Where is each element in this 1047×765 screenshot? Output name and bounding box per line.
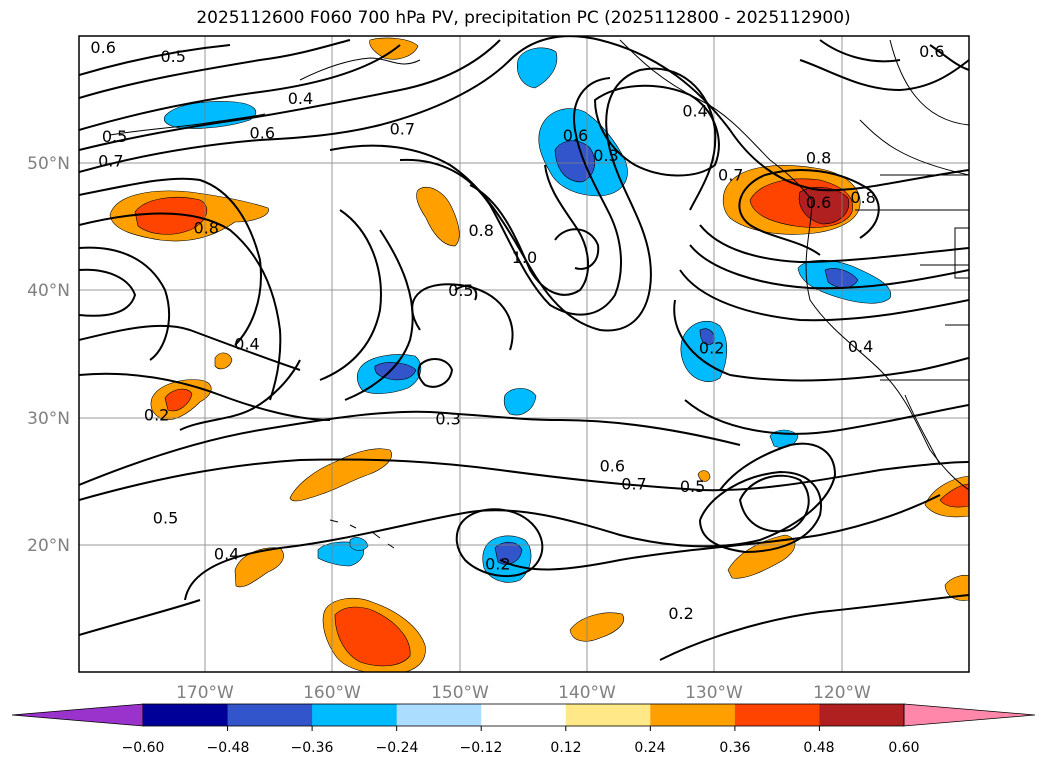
contour-label: 0.7 [98, 151, 123, 170]
colorbar-tick-label: −0.36 [291, 740, 334, 756]
precip-positive-areas [109, 37, 969, 672]
colorbar-tick-label: −0.24 [376, 740, 419, 756]
contour-label: 0.7 [718, 165, 743, 184]
map-content: 0.6 0.50.40.5 0.60.71.00.7 0.60.30.40.80.60… [79, 36, 969, 672]
contour-label: 0.7 [621, 474, 646, 493]
contour-label: 0.3 [435, 409, 460, 428]
contour-label: 0.6 [600, 457, 625, 476]
colorbar-segment [396, 704, 482, 726]
contour-label: 0.2 [485, 554, 510, 573]
colorbar-segment [312, 704, 398, 726]
lon-tick-labels: 170°W 160°W 150°W 140°W 130°W 120°W [176, 683, 871, 703]
map-background [79, 36, 969, 672]
contour-label: 0.8 [194, 219, 219, 238]
lat-tick-label: 20°N [27, 536, 70, 556]
contour-label: 0.5 [448, 281, 473, 300]
contour-label: 0.5 [102, 127, 127, 146]
contour-label: 0.4 [288, 89, 313, 108]
colorbar-tick-label: 0.48 [803, 740, 834, 756]
lon-tick-label: 120°W [813, 683, 871, 703]
contour-label: 0.8 [469, 221, 494, 240]
map-frame [78, 35, 970, 673]
colorbar-segment [565, 704, 651, 726]
lon-tick-label: 160°W [303, 683, 361, 703]
lon-tick-label: 140°W [558, 683, 616, 703]
colorbar [11, 703, 1036, 731]
colorbar-segment [227, 704, 313, 726]
contour-label: 0.6 [563, 126, 588, 145]
contour-label: 0.5 [160, 47, 185, 66]
colorbar-tick-label: −0.12 [460, 740, 503, 756]
contour-label: 0.2 [699, 338, 724, 357]
contour-label: 0.2 [668, 604, 693, 623]
contour-label: 0.7 [390, 119, 415, 138]
contour-label: 0.4 [848, 337, 873, 356]
contour-label: 0.4 [234, 334, 259, 353]
contour-label: 0.6 [919, 42, 944, 61]
colorbar-segment [143, 704, 229, 726]
colorbar-extend-high [903, 703, 1036, 727]
contour-label: 0.4 [682, 102, 707, 121]
contour-label: 0.3 [593, 146, 618, 165]
pv-contours [79, 36, 969, 661]
colorbar-tick-label: 0.36 [719, 740, 750, 756]
colorbar-segment [650, 704, 736, 726]
colorbar-frame [142, 703, 905, 727]
lon-tick-label: 130°W [685, 683, 743, 703]
contour-label: 0.5 [680, 477, 705, 496]
colorbar-tick-labels: −0.60 −0.48 −0.36 −0.24 −0.12 0.12 0.24 … [122, 740, 920, 756]
colorbar-tick-label: 0.24 [634, 740, 665, 756]
contour-label: 0.4 [214, 544, 239, 563]
lon-tick-label: 150°W [431, 683, 489, 703]
lat-tick-label: 50°N [27, 154, 70, 174]
contour-label: 1.0 [512, 248, 537, 267]
map-title: 2025112600 F060 700 hPa PV, precipitatio… [196, 8, 851, 28]
coastlines [109, 39, 969, 549]
colorbar-tick-label: −0.60 [122, 740, 165, 756]
contour-label: 0.6 [90, 38, 115, 57]
colorbar-segment [734, 704, 820, 726]
contour-label: 0.5 [153, 509, 178, 528]
colorbar-segment [481, 704, 567, 726]
contour-label: 0.2 [144, 406, 169, 425]
lat-tick-label: 30°N [27, 409, 70, 429]
contour-labels: 0.6 0.50.40.5 0.60.71.00.7 0.60.30.40.80.60… [90, 38, 944, 623]
contour-label: 0.6 [806, 193, 831, 212]
lon-tick-label: 170°W [176, 683, 234, 703]
colorbar-tick-label: 0.60 [888, 740, 919, 756]
contour-label: 0.8 [850, 188, 875, 207]
colorbar-tick-label: 0.12 [550, 740, 581, 756]
contour-label: 0.6 [250, 123, 275, 142]
colorbar-segment [819, 704, 905, 726]
colorbar-extend-low [11, 703, 144, 727]
lat-tick-label: 40°N [27, 281, 70, 301]
lat-tick-labels: 50°N 40°N 30°N 20°N [27, 154, 70, 556]
contour-label: 0.8 [806, 149, 831, 168]
colorbar-tick-label: −0.48 [207, 740, 250, 756]
